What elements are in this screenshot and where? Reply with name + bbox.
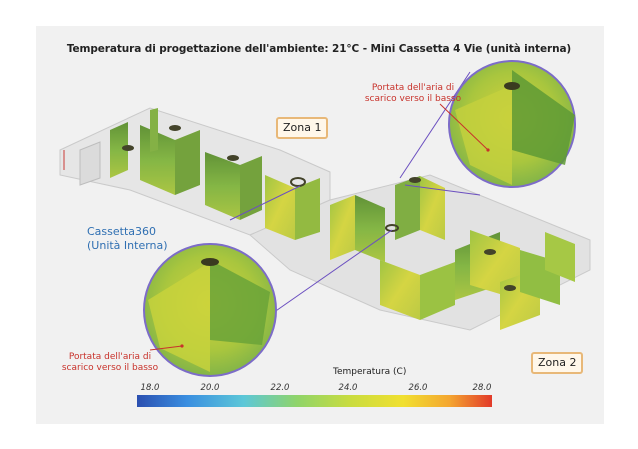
legend-tick-0: 18.0 [140,383,160,393]
legend-tick-1: 20.0 [200,383,220,393]
zoom-circle-bottom [143,243,277,377]
legend-tick-2: 22.0 [270,383,290,393]
legend-title: Temperatura (C) [333,367,407,377]
legend-tick-3: 24.0 [338,383,358,393]
legend-colorbar [137,395,492,407]
building-model [59,107,591,331]
zone-2-label: Zona 2 [531,352,584,374]
figure-title: Temperatura di progettazione dell'ambien… [66,43,572,55]
zoom-circle-top [439,60,576,188]
legend-tick-5: 28.0 [472,383,492,393]
airflow-label-bottom: Portata dell'aria di scarico verso il ba… [61,352,159,373]
airflow-label-top: Portata dell'aria di scarico verso il ba… [364,83,462,104]
legend-tick-4: 26.0 [408,383,428,393]
zone-1-label: Zona 1 [276,117,329,139]
unit-label: Cassetta360 (Unità Interna) [87,225,168,252]
